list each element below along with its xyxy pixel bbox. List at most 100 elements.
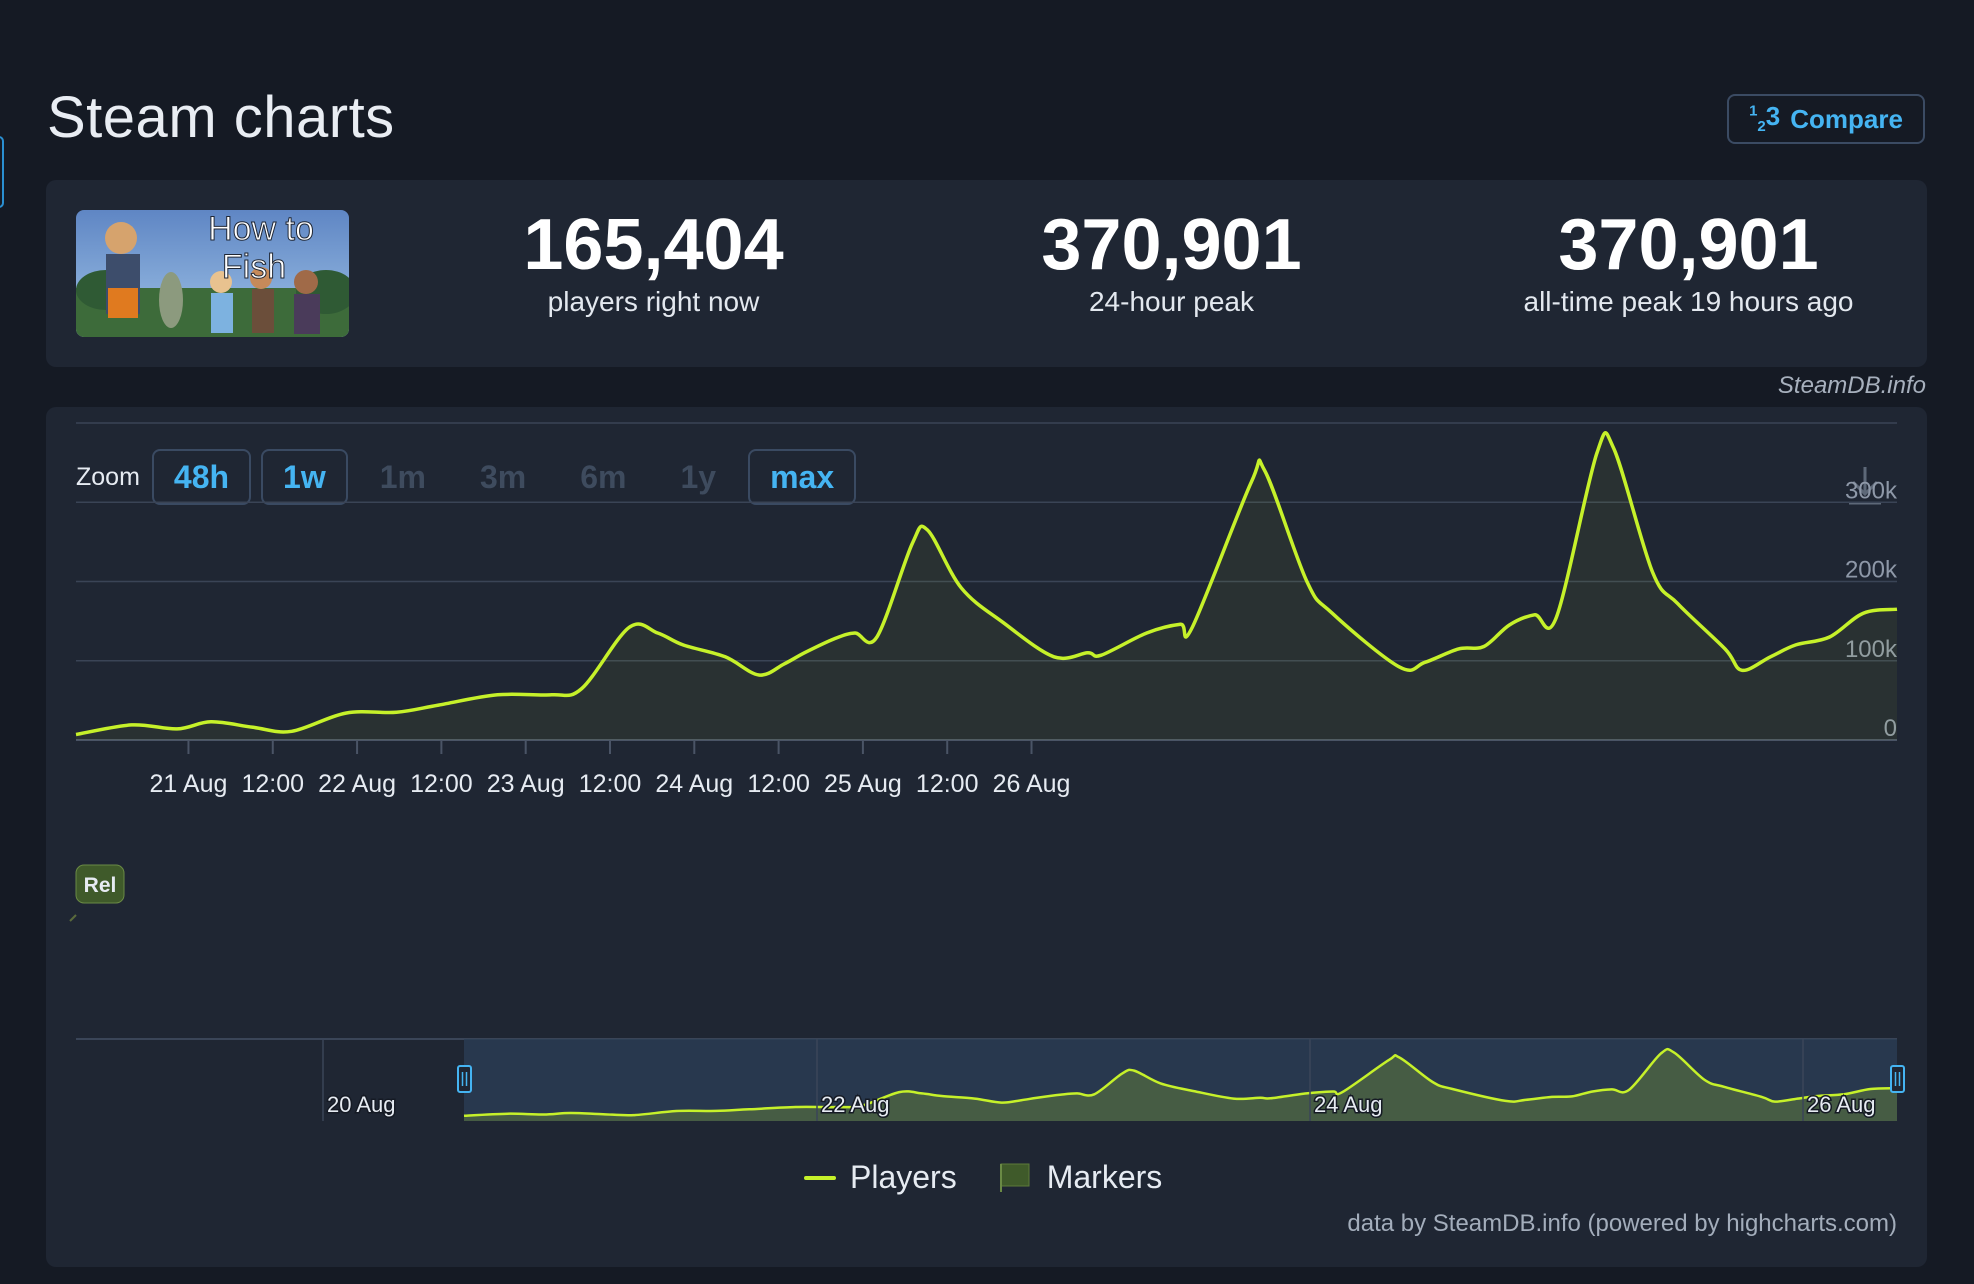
zoom-label: Zoom xyxy=(76,462,140,491)
players-data-point[interactable] xyxy=(207,718,215,726)
y-tick-label: 0 xyxy=(1884,715,1897,742)
players-data-point[interactable] xyxy=(128,721,136,729)
players-data-point[interactable] xyxy=(1247,478,1255,486)
players-data-point[interactable] xyxy=(1530,611,1538,619)
zoom-button-max[interactable]: max xyxy=(748,449,857,505)
players-data-point[interactable] xyxy=(1721,645,1729,653)
players-data-point[interactable] xyxy=(1421,658,1429,666)
zoom-button-3m[interactable]: 3m xyxy=(479,458,527,495)
players-data-point[interactable] xyxy=(1143,629,1151,637)
navigator-right-handle[interactable] xyxy=(1890,1065,1905,1093)
players-data-point[interactable] xyxy=(1826,633,1834,641)
players-data-point[interactable] xyxy=(923,526,931,534)
x-tick-label: 22 Aug xyxy=(318,770,396,798)
left-edge-tab[interactable] xyxy=(0,136,4,208)
chart-navigator[interactable]: 20 Aug 22 Aug 24 Aug 26 Aug xyxy=(76,1038,1905,1121)
thumb-title-line2: Fish xyxy=(222,248,286,286)
players-now-label: players right now xyxy=(547,285,760,317)
players-data-point[interactable] xyxy=(999,619,1007,627)
players-data-point[interactable] xyxy=(873,633,881,641)
legend-markers[interactable]: Markers xyxy=(997,1159,1163,1196)
players-data-point[interactable] xyxy=(1859,609,1867,617)
players-data-point[interactable] xyxy=(578,684,586,692)
legend-players-label: Players xyxy=(850,1159,957,1195)
players-data-point[interactable] xyxy=(625,623,633,631)
players-data-point[interactable] xyxy=(288,727,296,735)
powered-by-credit[interactable]: data by SteamDB.info (powered by highcha… xyxy=(1347,1210,1897,1237)
zoom-button-1m[interactable]: 1m xyxy=(379,458,426,495)
players-data-point[interactable] xyxy=(1176,620,1184,628)
players-data-point[interactable] xyxy=(1649,568,1657,576)
steamdb-credit[interactable]: SteamDB.info xyxy=(1777,372,1926,399)
players-data-point[interactable] xyxy=(1610,444,1618,452)
players-data-point[interactable] xyxy=(1792,641,1800,649)
players-data-point[interactable] xyxy=(392,708,400,716)
players-data-point[interactable] xyxy=(435,701,443,709)
players-data-point[interactable] xyxy=(494,691,502,699)
players-data-point[interactable] xyxy=(1328,609,1336,617)
players-data-point[interactable] xyxy=(1097,651,1105,659)
y-tick-label: 200k xyxy=(1845,557,1898,584)
alltime-label: all-time peak 19 hours ago xyxy=(1523,285,1854,317)
game-thumbnail[interactable]: How to Fish xyxy=(76,210,349,337)
players-data-point[interactable] xyxy=(547,691,555,699)
players-data-point[interactable] xyxy=(1893,605,1901,613)
players-data-point[interactable] xyxy=(1188,623,1196,631)
players-data-point[interactable] xyxy=(721,653,729,661)
zoom-button-1y[interactable]: 1y xyxy=(680,458,717,495)
players-data-point[interactable] xyxy=(1552,613,1560,621)
players-data-point[interactable] xyxy=(1455,645,1463,653)
y-tick-label: 100k xyxy=(1845,636,1898,663)
players-data-point[interactable] xyxy=(1505,621,1513,629)
navigator-line xyxy=(463,1047,1898,1118)
stat-24h-peak: 370,901 24-hour peak xyxy=(954,207,1389,318)
peak24-label: 24-hour peak xyxy=(1088,285,1254,317)
players-data-point[interactable] xyxy=(800,649,808,657)
players-data-point[interactable] xyxy=(1480,642,1488,650)
players-data-point[interactable] xyxy=(908,539,916,547)
players-data-point[interactable] xyxy=(1303,578,1311,586)
players-data-point[interactable] xyxy=(249,723,257,731)
navigator-label: 24 Aug xyxy=(1314,1092,1383,1117)
players-data-point[interactable] xyxy=(1593,449,1601,457)
navigator-label: 22 Aug xyxy=(821,1092,890,1117)
players-data-point[interactable] xyxy=(1674,600,1682,608)
players-data-point[interactable] xyxy=(654,629,662,637)
x-tick-label: 23 Aug xyxy=(487,770,565,798)
legend-markers-label: Markers xyxy=(1046,1159,1163,1195)
players-data-point[interactable] xyxy=(1738,666,1746,674)
zoom-button-1w[interactable]: 1w xyxy=(261,449,348,505)
zoom-button-6m[interactable]: 6m xyxy=(580,458,627,495)
x-tick-label: 24 Aug xyxy=(655,770,733,798)
compare-button[interactable]: 123 Compare xyxy=(1727,94,1925,144)
players-data-point[interactable] xyxy=(780,660,788,668)
thumb-title-line1: How to xyxy=(208,210,314,248)
players-data-point[interactable] xyxy=(1084,649,1092,657)
legend-players[interactable]: Players xyxy=(804,1159,957,1196)
navigator-area xyxy=(464,1049,1897,1121)
x-tick-label: 12:00 xyxy=(579,770,642,798)
players-data-point[interactable] xyxy=(72,730,80,738)
players-data-point[interactable] xyxy=(957,584,965,592)
players-data-point[interactable] xyxy=(1050,653,1058,661)
x-tick-label: 12:00 xyxy=(747,770,810,798)
release-marker[interactable]: Rel xyxy=(69,864,125,922)
players-data-point[interactable] xyxy=(851,629,859,637)
players-data-point[interactable] xyxy=(755,671,763,679)
numbers-icon: 123 xyxy=(1749,101,1781,136)
players-chart[interactable]: 0 100k 200k 300k 21 Aug 12:00 22 Aug 12:00 23 A… xyxy=(46,407,1927,1267)
x-tick-label: 12:00 xyxy=(410,770,473,798)
players-data-point[interactable] xyxy=(1396,663,1404,671)
chart-card: Zoom 48h 1w 1m 3m 6m 1y max 0 100k 200k 300k 21 A… xyxy=(46,407,1927,1267)
players-data-point[interactable] xyxy=(1767,653,1775,661)
players-data-point[interactable] xyxy=(342,709,350,717)
navigator-selection xyxy=(464,1039,1897,1121)
players-data-point[interactable] xyxy=(1261,467,1269,475)
players-data-point[interactable] xyxy=(173,725,181,733)
navigator-label: 20 Aug xyxy=(327,1092,396,1117)
zoom-button-48h[interactable]: 48h xyxy=(151,449,252,505)
flag-icon xyxy=(999,1163,1030,1192)
players-data-point[interactable] xyxy=(831,635,839,643)
players-data-point[interactable] xyxy=(679,641,687,649)
navigator-left-handle[interactable] xyxy=(457,1065,472,1093)
